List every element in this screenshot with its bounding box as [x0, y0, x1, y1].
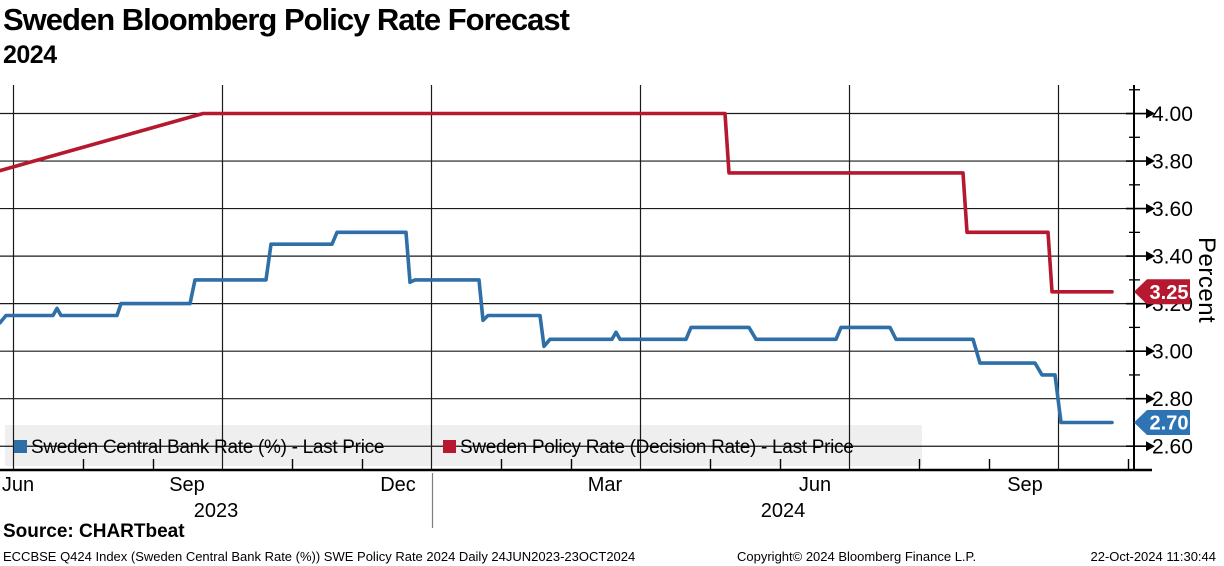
legend-swatch-policy-rate: [443, 440, 456, 453]
y-tick-label: 3.60: [1152, 198, 1193, 221]
page-subtitle: 2024: [3, 41, 57, 69]
badge-value-label: 2.70: [1150, 413, 1189, 435]
y-tick-label: 2.60: [1152, 436, 1193, 459]
badge-value-label: 3.25: [1150, 282, 1189, 304]
y-tick-label: 4.00: [1152, 103, 1193, 126]
year-label: 2024: [760, 500, 806, 522]
month-label: Jun: [1, 474, 35, 496]
month-label: Dec: [380, 474, 416, 496]
y-tick-arrow: [1146, 441, 1155, 452]
legend-swatch-central-bank: [14, 440, 27, 453]
badge-arrow-shape: [1134, 410, 1190, 435]
y-tick-arrow: [1146, 108, 1155, 119]
badge-central-bank-last-price: 2.70: [1134, 410, 1190, 435]
series-line-policy-rate: [0, 111, 1114, 294]
series-line-central-bank: [0, 230, 1114, 425]
month-label: Mar: [587, 474, 623, 496]
legend-box: [5, 425, 922, 466]
y-tick-arrow: [1146, 203, 1155, 214]
y-tick-arrow: [1146, 251, 1155, 262]
legend-label-policy-rate: Sweden Policy Rate (Decision Rate) - Las…: [460, 437, 854, 458]
month-label: Sep: [1007, 474, 1043, 496]
page-title: Sweden Bloomberg Policy Rate Forecast: [3, 2, 570, 37]
y-tick-arrow: [1146, 393, 1155, 404]
legend-label-central-bank: Sweden Central Bank Rate (%) - Last Pric…: [31, 437, 385, 458]
chart-generated-layer: 4.003.803.603.403.203.002.802.60: [0, 85, 1193, 528]
y-tick-arrow: [1146, 156, 1155, 167]
y-tick-arrow: [1146, 346, 1155, 357]
y-tick-label: 3.80: [1152, 151, 1193, 174]
month-label: Jun: [798, 474, 832, 496]
year-label: 2023: [193, 500, 239, 522]
y-axis-title: Percent: [1193, 237, 1220, 324]
footnote-text: ECCBSE Q424 Index (Sweden Central Bank R…: [3, 549, 636, 564]
y-tick-label: 2.80: [1152, 388, 1193, 411]
y-tick-label: 3.40: [1152, 246, 1193, 269]
source-label: Source: CHARTbeat: [3, 521, 185, 542]
copyright-text: Copyright© 2024 Bloomberg Finance L.P.: [737, 549, 977, 564]
month-label: Sep: [169, 474, 205, 496]
timestamp-text: 22-Oct-2024 11:30:44: [1090, 549, 1216, 564]
y-tick-label: 3.00: [1152, 341, 1193, 364]
badge-policy-rate-last-price: 3.25: [1134, 279, 1190, 305]
badge-arrow-shape: [1134, 279, 1190, 305]
